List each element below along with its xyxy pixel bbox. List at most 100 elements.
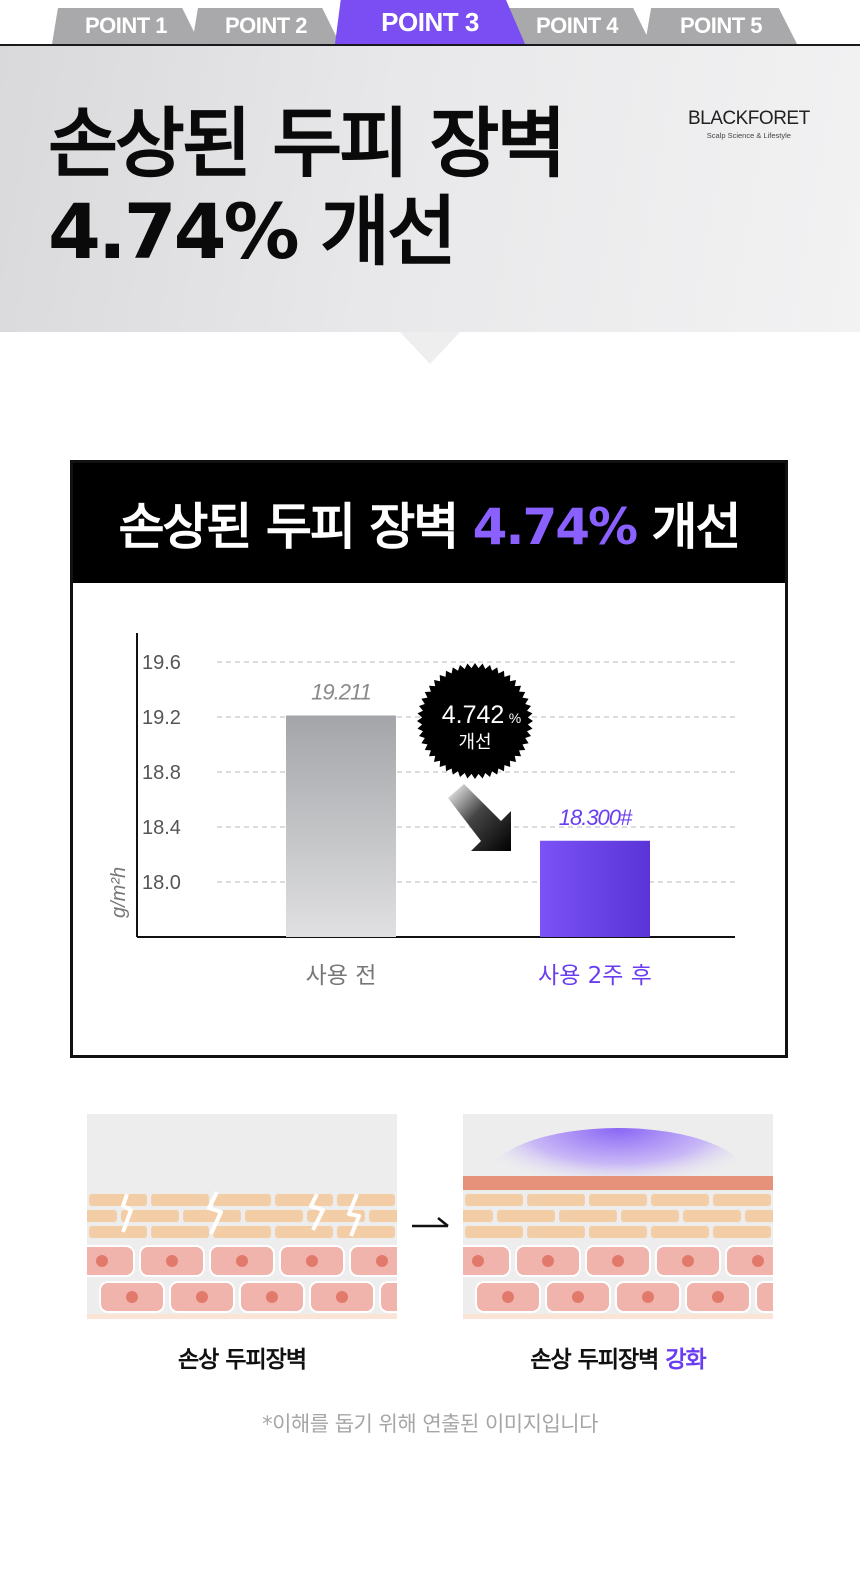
point-tabs: POINT 1 POINT 2 POINT 4 POINT 5 POINT 3	[0, 0, 860, 46]
chart-card-header: 손상된 두피 장벽 4.74% 개선	[73, 463, 785, 583]
skin-cell	[379, 1281, 397, 1313]
skin-brick	[213, 1194, 271, 1206]
brand-logo: BLACKFORET Scalp Science & Lifestyle	[688, 108, 810, 140]
skin-brick	[151, 1226, 209, 1238]
skin-brick	[589, 1226, 647, 1238]
skin-brick	[337, 1226, 395, 1238]
skin-brick	[683, 1210, 741, 1222]
skin-brick	[369, 1210, 397, 1222]
right-arrow-icon	[412, 1217, 449, 1228]
page-title-line2: 4.74% 개선	[48, 187, 457, 276]
barrier-crack	[309, 1193, 325, 1231]
strengthened-caption-prefix: 손상 두피장벽	[530, 1347, 666, 1373]
skin-brick	[713, 1194, 771, 1206]
page-title: 손상된 두피 장벽 4.74% 개선	[48, 100, 566, 276]
barrier-crack	[121, 1193, 133, 1233]
damaged-barrier-illustration	[87, 1114, 397, 1319]
skin-brick	[275, 1194, 333, 1206]
tab-point-2[interactable]: POINT 2	[192, 8, 340, 44]
hero-pointer	[400, 332, 460, 364]
y-tick-label: 18.0	[142, 872, 181, 894]
bar-value-label: 19.211	[311, 679, 371, 704]
skin-brick	[87, 1210, 117, 1222]
skin-brick	[651, 1226, 709, 1238]
cell-nucleus	[712, 1291, 724, 1303]
cell-nucleus	[612, 1255, 624, 1267]
decrease-arrow-icon	[448, 784, 511, 851]
skin-brick	[651, 1194, 709, 1206]
cell-nucleus	[472, 1255, 484, 1267]
tab-point-3[interactable]: POINT 3	[335, 0, 525, 44]
badge-text: 개선	[458, 732, 491, 753]
bar-after	[540, 840, 650, 937]
strengthened-caption-highlight: 강화	[665, 1347, 706, 1373]
tab-point-5[interactable]: POINT 5	[645, 8, 797, 44]
strengthened-skin-layers	[463, 1114, 773, 1319]
skin-brick	[497, 1210, 555, 1222]
skin-cell	[755, 1281, 773, 1313]
bar-chart: 19.6 19.2 18.8 18.4 18.0 g/m²h 19.211 사용 전 18.30…	[108, 633, 735, 989]
tab-underline	[0, 44, 860, 46]
y-tick-label: 19.2	[142, 707, 181, 729]
y-tick-label: 19.6	[142, 652, 181, 674]
chart-card: 손상된 두피 장벽 4.74% 개선 19.6 19.2 18.8 18.4 18.0 g…	[70, 460, 788, 1058]
badge-unit: %	[509, 710, 521, 726]
cell-nucleus	[376, 1255, 388, 1267]
chart-title-prefix: 손상된 두피 장벽	[118, 498, 473, 556]
protective-layer	[463, 1176, 773, 1190]
y-axis-label: g/m²h	[108, 867, 130, 918]
skin-brick	[89, 1226, 147, 1238]
brand-tagline: Scalp Science & Lifestyle	[706, 131, 791, 140]
skin-cell	[725, 1245, 773, 1277]
skin-brick	[527, 1226, 585, 1238]
brand-name: BLACKFORET	[688, 108, 810, 129]
cell-nucleus	[572, 1291, 584, 1303]
cell-nucleus	[306, 1255, 318, 1267]
cell-nucleus	[336, 1291, 348, 1303]
skin-brick	[463, 1210, 493, 1222]
bar-value-label: 18.300#	[559, 805, 633, 830]
skin-brick	[589, 1194, 647, 1206]
strengthened-barrier-illustration	[463, 1114, 773, 1319]
cell-nucleus	[752, 1255, 764, 1267]
skin-brick	[121, 1210, 179, 1222]
skin-brick	[151, 1194, 209, 1206]
skin-cell	[463, 1245, 511, 1277]
y-tick-label: 18.8	[142, 762, 181, 784]
category-label: 사용 2주 후	[538, 963, 652, 989]
strengthened-barrier-caption: 손상 두피장벽 강화	[463, 1340, 773, 1374]
chart-title: 손상된 두피 장벽 4.74% 개선	[118, 487, 742, 559]
cell-nucleus	[682, 1255, 694, 1267]
y-tick-label: 18.4	[142, 817, 181, 839]
skin-brick	[621, 1210, 679, 1222]
damaged-skin-layers	[87, 1114, 397, 1319]
skin-brick	[89, 1194, 147, 1206]
cell-nucleus	[266, 1291, 278, 1303]
chart-title-suffix: 개선	[636, 498, 742, 556]
skin-brick	[713, 1226, 771, 1238]
skin-brick	[183, 1210, 241, 1222]
disclaimer-footnote: *이해를 돕기 위해 연출된 이미지입니다	[262, 1412, 598, 1436]
cell-nucleus	[236, 1255, 248, 1267]
cell-nucleus	[196, 1291, 208, 1303]
cell-nucleus	[166, 1255, 178, 1267]
tab-point-4[interactable]: POINT 4	[503, 8, 651, 44]
skin-cell	[349, 1245, 397, 1277]
skin-brick	[337, 1194, 395, 1206]
damaged-barrier-caption: 손상 두피장벽	[178, 1347, 307, 1373]
bottom-layer	[87, 1314, 397, 1319]
improvement-badge	[417, 663, 533, 779]
skin-cell	[87, 1245, 135, 1277]
category-label: 사용 전	[306, 963, 377, 989]
cell-nucleus	[542, 1255, 554, 1267]
barrier-crack	[347, 1193, 361, 1237]
tab-point-1[interactable]: POINT 1	[52, 8, 200, 44]
skin-brick	[527, 1194, 585, 1206]
skin-brick	[245, 1210, 303, 1222]
cell-nucleus	[126, 1291, 138, 1303]
hero-banner	[0, 46, 860, 332]
skin-brick	[465, 1226, 523, 1238]
badge-value: 4.742	[442, 701, 505, 729]
cell-nucleus	[96, 1255, 108, 1267]
barrier-crack	[207, 1191, 223, 1235]
